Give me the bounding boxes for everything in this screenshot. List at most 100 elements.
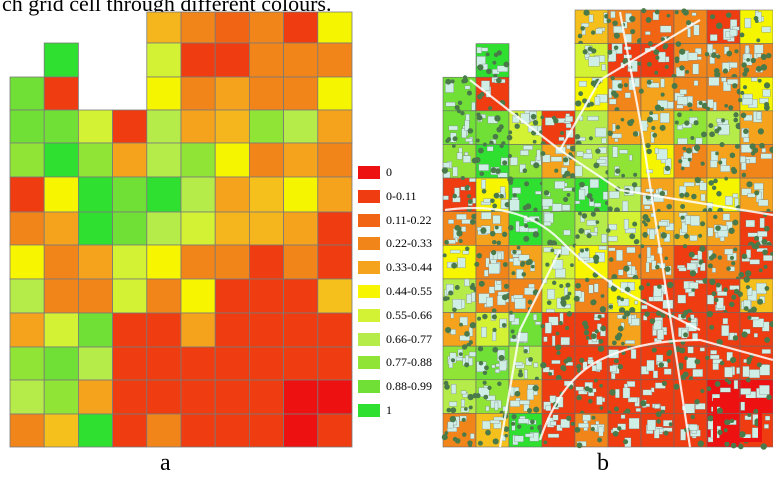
- tree-dot: [724, 378, 729, 383]
- building-shape: [448, 219, 455, 224]
- building-shape: [466, 294, 472, 304]
- legend-label: 0.77-0.88: [386, 355, 432, 370]
- building-shape: [688, 424, 698, 431]
- tree-dot: [730, 356, 737, 364]
- building-shape: [493, 225, 502, 234]
- tree-dot: [479, 91, 485, 97]
- tree-dot: [482, 313, 488, 320]
- tree-dot: [754, 244, 760, 250]
- building-shape: [512, 187, 521, 194]
- building-shape: [761, 26, 771, 33]
- building-shape: [551, 360, 561, 365]
- tree-dot: [523, 235, 530, 242]
- tree-dot: [723, 287, 728, 293]
- tree-dot: [729, 418, 735, 424]
- road-line: [618, 11, 692, 448]
- building-shape: [648, 82, 660, 88]
- tree-dot: [464, 185, 470, 191]
- tree-dot: [747, 413, 752, 418]
- building-shape: [526, 388, 534, 401]
- tree-dot: [511, 421, 516, 426]
- grid-cell: [180, 379, 216, 415]
- tree-dot: [608, 257, 614, 262]
- tree-dot: [660, 37, 665, 42]
- building-shape: [547, 289, 555, 300]
- tree-dot: [687, 157, 692, 162]
- building-shape: [684, 403, 695, 414]
- tree-dot: [477, 64, 484, 71]
- building-shape: [645, 403, 650, 407]
- tree-dot: [583, 9, 590, 16]
- tree-dot: [476, 252, 483, 259]
- building-shape: [660, 25, 672, 33]
- tree-dot: [719, 360, 725, 366]
- grid-cell: [214, 76, 250, 111]
- building-shape: [651, 260, 657, 270]
- tree-dot: [688, 376, 694, 381]
- tree-dot: [476, 114, 483, 121]
- grid-cell: [180, 346, 216, 381]
- tree-dot: [631, 182, 638, 188]
- tree-dot: [492, 438, 499, 445]
- grid-cell: [317, 176, 353, 213]
- tree-dot: [524, 181, 530, 187]
- tree-dot: [490, 167, 497, 174]
- building-shape: [729, 29, 738, 37]
- tree-dot: [599, 406, 604, 410]
- tree-dot: [725, 12, 732, 18]
- tree-dot: [613, 45, 619, 50]
- building-shape: [722, 81, 731, 92]
- tree-dot: [743, 128, 749, 134]
- tree-dot: [691, 288, 696, 292]
- building-shape: [593, 202, 602, 208]
- building-shape: [700, 193, 706, 202]
- building-shape: [617, 423, 626, 430]
- tree-dot: [608, 304, 614, 309]
- building-shape: [558, 136, 565, 141]
- grid-cell: [43, 76, 79, 111]
- building-shape: [472, 197, 476, 204]
- tree-dot: [709, 278, 716, 286]
- building-shape: [543, 336, 548, 342]
- grid-cell: [248, 211, 284, 246]
- building-shape: [575, 386, 584, 391]
- tree-dot: [523, 349, 528, 354]
- tree-dot: [647, 61, 652, 67]
- tree-dot: [739, 431, 746, 438]
- tree-dot: [679, 48, 686, 55]
- tree-dot: [668, 422, 673, 427]
- tree-dot: [492, 346, 499, 353]
- building-shape: [608, 236, 618, 242]
- tree-dot: [468, 405, 473, 410]
- tree-dot: [617, 426, 622, 431]
- tree-dot: [682, 146, 687, 151]
- building-shape: [744, 18, 752, 29]
- tree-dot: [482, 380, 487, 385]
- tree-dot: [614, 334, 622, 341]
- tree-dot: [496, 77, 502, 84]
- building-shape: [601, 137, 607, 144]
- tree-dot: [683, 332, 688, 338]
- tree-dot: [586, 233, 592, 239]
- tree-dot: [689, 270, 697, 277]
- building-shape: [468, 351, 477, 357]
- tree-dot: [707, 207, 713, 213]
- tree-dot: [734, 49, 739, 54]
- tree-dot: [687, 317, 692, 321]
- tree-dot: [452, 136, 458, 142]
- tree-dot: [761, 238, 768, 245]
- tree-dot: [732, 219, 739, 226]
- tree-dot: [742, 85, 748, 90]
- building-shape: [497, 295, 506, 306]
- tree-dot: [570, 421, 575, 426]
- tree-dot: [492, 239, 497, 245]
- building-shape: [663, 368, 672, 375]
- tree-dot: [522, 168, 528, 173]
- tree-dot: [646, 282, 651, 287]
- grid-cell: [214, 176, 250, 213]
- tree-dot: [574, 133, 581, 140]
- tree-dot: [532, 120, 539, 126]
- building-shape: [711, 267, 716, 273]
- tree-dot: [590, 211, 596, 217]
- building-shape: [497, 252, 502, 260]
